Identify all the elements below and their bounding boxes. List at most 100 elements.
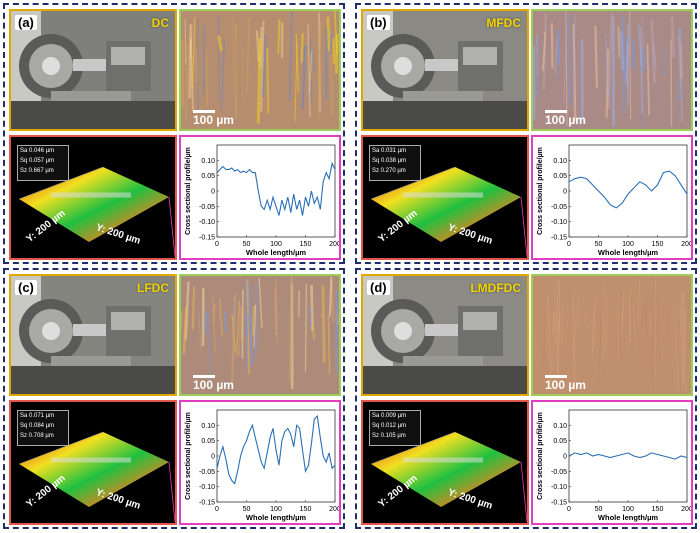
micrograph-streak <box>563 23 567 104</box>
micrograph-streak <box>541 31 547 71</box>
x-axis-label: Whole length/µm <box>598 513 658 522</box>
micrograph-streak <box>633 302 636 360</box>
y-tick-label: 0.10 <box>201 158 215 165</box>
stat-sq: Sq 0.038 µm <box>372 158 407 164</box>
machine-photo: (b) MFDC <box>361 9 529 131</box>
stat-sq: Sq 0.012 µm <box>372 423 407 429</box>
y-tick-label: 0.05 <box>553 438 567 445</box>
plot-frame <box>568 409 688 503</box>
micrograph-streak <box>683 308 686 385</box>
stat-sq: Sq 0.084 µm <box>20 423 55 429</box>
y-axis-label: Cross sectional profile/µm <box>185 147 192 235</box>
micrograph-streak <box>332 37 336 64</box>
micrograph-streak <box>247 282 254 366</box>
x-tick-label: 100 <box>622 241 634 248</box>
micrograph-streak <box>304 283 308 373</box>
x-tick-label: 100 <box>270 241 282 248</box>
micrograph-streak <box>650 18 656 84</box>
micrograph-streak <box>651 291 654 390</box>
micrograph-streak <box>277 19 281 55</box>
y-tick-label: -0.15 <box>551 500 567 507</box>
micrograph-streak <box>232 15 235 93</box>
roughness-stats: Sa 0.046 µm Sq 0.057 µm Sz 0.667 µm <box>17 145 69 181</box>
micrograph-streaks <box>181 276 339 390</box>
micrograph-streak <box>241 47 244 103</box>
micrograph-streak <box>654 276 657 383</box>
x-tick-label: 150 <box>652 241 664 248</box>
micrograph-streak <box>552 311 554 334</box>
panel-c: (c) LFDC 100 µm Sa 0.071 µm <box>3 268 345 529</box>
micrograph-streak <box>245 313 249 373</box>
x-tick-label: 200 <box>681 241 691 248</box>
y-tick-label: 0.05 <box>553 173 567 180</box>
micrograph-streak <box>594 25 599 88</box>
micrograph-streak <box>537 279 542 330</box>
micrograph-streak <box>251 305 256 336</box>
micrograph-streak <box>628 283 631 351</box>
micrograph-streak <box>550 23 554 69</box>
scale-bar-label: 100 µm <box>545 113 586 127</box>
machine-photo-drawing <box>363 11 527 129</box>
micrograph-streaks <box>533 11 683 127</box>
y-tick-label: 0.05 <box>201 438 215 445</box>
micrograph-streak <box>687 294 691 321</box>
panel-label: (d) <box>367 280 390 295</box>
micrograph-streak <box>627 16 631 66</box>
profile-line <box>568 452 688 460</box>
profile-chart: 0 50 100 150 200 0.10 0.05 0 -0.05 -0.10 -0.15 Whol… <box>179 400 341 525</box>
micrograph-streak <box>198 313 202 353</box>
profile-line <box>216 414 336 485</box>
micrograph-streak <box>605 48 610 119</box>
micrograph-streak <box>230 293 237 386</box>
profile-chart: 0 50 100 150 200 0.10 0.05 0 -0.05 -0.10 -0.15 Whol… <box>179 135 341 260</box>
micrograph-streak <box>217 14 221 101</box>
scale-bar <box>545 110 567 113</box>
panel-label: (c) <box>15 280 37 295</box>
micrograph-streak <box>329 33 333 55</box>
stat-sz: Sz 0.708 µm <box>20 433 54 439</box>
profile-chart: 0 50 100 150 200 0.10 0.05 0 -0.05 -0.10 -0.15 Whol… <box>531 400 693 525</box>
process-name: LMDFDC <box>470 281 521 295</box>
plot-frame <box>216 409 336 503</box>
y-tick-label: -0.05 <box>199 469 215 476</box>
micrograph-streak <box>558 282 560 331</box>
micrograph-streak <box>637 23 643 67</box>
micrograph-streak <box>640 302 644 327</box>
plot-frame <box>216 144 336 238</box>
micrograph-streak <box>258 277 263 328</box>
micrograph-streak <box>675 308 679 393</box>
micrograph-streak <box>288 11 293 101</box>
micrograph-streak <box>212 295 216 352</box>
micrograph-streak <box>308 306 313 326</box>
x-tick-label: 0 <box>567 241 571 248</box>
profile-chart: 0 50 100 150 200 0.10 0.05 0 -0.05 -0.10 -0.15 Whol… <box>531 135 693 260</box>
micrograph-streak <box>573 14 576 109</box>
process-name: LFDC <box>137 281 169 295</box>
micrograph-streak <box>294 43 298 122</box>
micrograph-streak <box>330 281 335 323</box>
process-name: MFDC <box>486 16 521 30</box>
micrograph-streak <box>583 287 587 327</box>
y-tick-label: 0.10 <box>553 423 567 430</box>
profile-chart-svg: 0 50 100 150 200 0.10 0.05 0 -0.05 -0.10 -0.15 Whol… <box>537 409 691 522</box>
x-axis-label: Whole length/µm <box>246 248 306 257</box>
y-tick-label: 0.05 <box>201 173 215 180</box>
topography-surface <box>370 166 527 258</box>
micrograph-streak <box>548 296 552 390</box>
micrograph-streak <box>644 303 647 330</box>
micrograph-streak <box>606 287 610 389</box>
x-tick-label: 0 <box>567 506 571 513</box>
micrograph-streak <box>605 34 610 98</box>
micrograph-streak <box>220 40 225 111</box>
x-tick-label: 200 <box>329 241 339 248</box>
micrograph-streak <box>191 286 196 330</box>
scale-bar-label: 100 µm <box>193 113 234 127</box>
micrograph-streak <box>564 287 569 364</box>
micrograph-streak <box>544 312 547 370</box>
scale-bar-label: 100 µm <box>545 378 586 392</box>
x-tick-label: 150 <box>300 241 312 248</box>
micrograph-streak <box>574 308 577 362</box>
micrograph-streak <box>182 307 188 354</box>
micrograph-streak <box>327 315 331 375</box>
micrograph-streak <box>317 26 322 120</box>
